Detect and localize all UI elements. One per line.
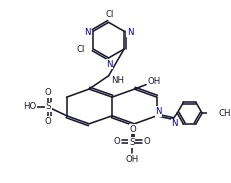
Text: OH: OH <box>125 155 138 164</box>
Text: N: N <box>170 119 177 128</box>
Text: HO: HO <box>23 102 36 111</box>
Text: O: O <box>129 125 135 134</box>
Text: O: O <box>45 88 51 97</box>
Text: O: O <box>113 137 119 146</box>
Text: N: N <box>83 28 90 37</box>
Text: S: S <box>128 138 134 147</box>
Text: S: S <box>45 102 51 111</box>
Text: O: O <box>143 137 150 146</box>
Text: O: O <box>45 117 51 126</box>
Text: N: N <box>106 60 112 69</box>
Text: Cl: Cl <box>76 45 85 54</box>
Text: N: N <box>127 28 133 37</box>
Text: OH: OH <box>147 76 160 86</box>
Text: N: N <box>155 107 161 116</box>
Text: Cl: Cl <box>105 10 113 19</box>
Text: NH: NH <box>111 76 124 85</box>
Text: CH₃: CH₃ <box>217 109 231 118</box>
